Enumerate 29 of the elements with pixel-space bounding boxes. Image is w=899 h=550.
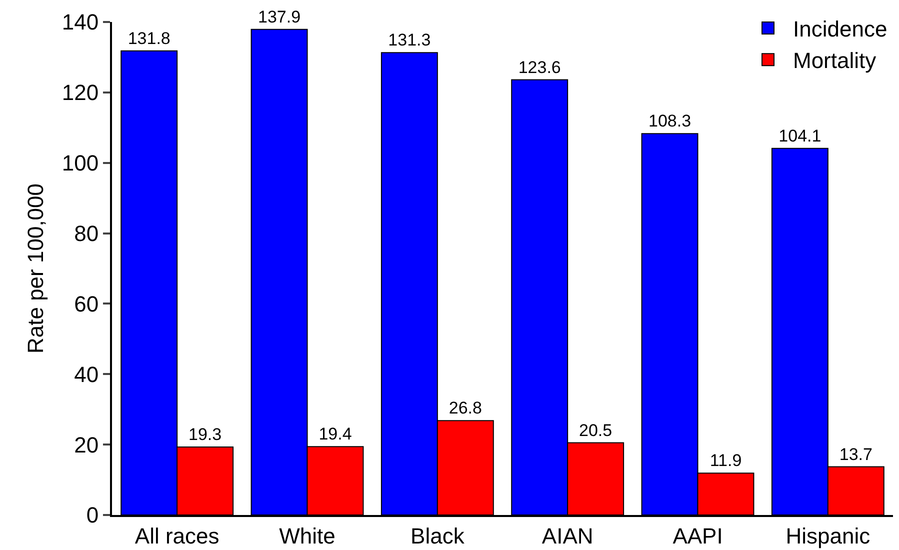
x-tick-label: White	[279, 523, 336, 548]
y-tick-label: 100	[62, 150, 99, 176]
data-label: 137.9	[258, 7, 301, 26]
x-tick-label: All races	[134, 523, 220, 548]
y-axis-title: Rate per 100,000	[23, 183, 48, 354]
data-label: 131.8	[128, 28, 170, 48]
data-label: 11.9	[710, 451, 742, 470]
data-label: 104.1	[778, 126, 822, 146]
x-tick-label: AIAN	[542, 523, 594, 548]
y-tick-label: 140	[62, 10, 99, 35]
legend-label: Mortality	[793, 48, 876, 74]
x-tick-label: AAPI	[672, 523, 723, 548]
y-tick-label: 20	[74, 432, 99, 458]
x-tick-label: Black	[410, 523, 466, 548]
y-tick-label: 120	[62, 80, 99, 106]
data-label: 131.3	[388, 30, 431, 50]
legend-label: Incidence	[793, 16, 888, 42]
data-label: 123.6	[518, 58, 561, 77]
y-tick-label: 80	[74, 220, 99, 246]
data-label: 19.4	[318, 424, 352, 444]
data-label: 20.5	[579, 420, 612, 440]
data-label: 108.3	[648, 112, 692, 131]
x-tick-label: Hispanic	[786, 523, 870, 548]
data-label: 26.8	[448, 398, 482, 418]
y-tick-label: 40	[74, 362, 99, 387]
data-label: 19.3	[188, 425, 222, 444]
data-label: 13.7	[839, 444, 872, 464]
y-tick-label: 60	[74, 291, 99, 316]
y-tick-label: 0	[86, 502, 99, 528]
